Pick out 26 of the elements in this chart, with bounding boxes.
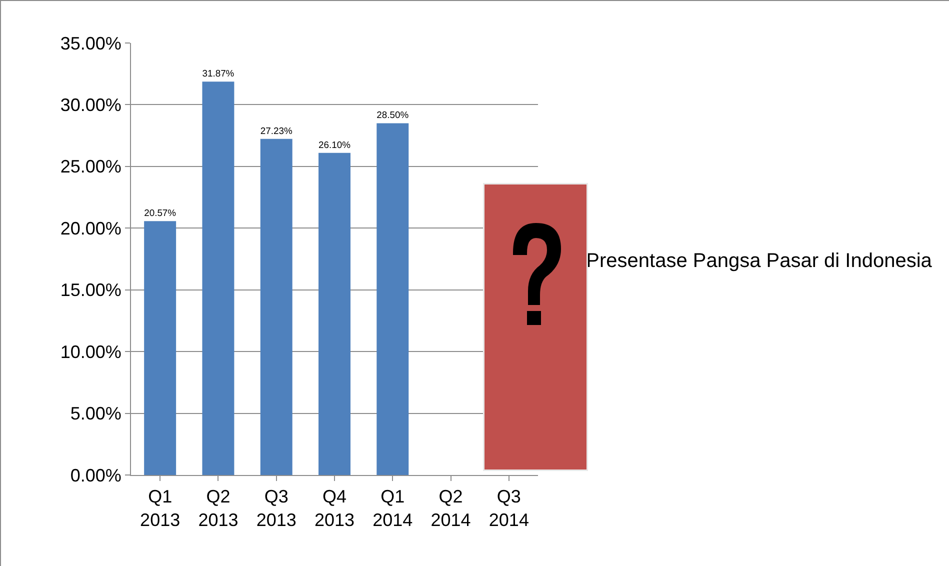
x-tick-label: Q2 2013	[198, 486, 238, 530]
data-label: 27.23%	[260, 124, 293, 136]
data-label: 31.87%	[202, 68, 235, 79]
y-tick-label: 0.00%	[70, 465, 122, 486]
y-tick-label: 5.00%	[70, 404, 122, 424]
bar	[260, 138, 292, 475]
bar	[318, 152, 350, 475]
y-tick-label: 30.00%	[60, 95, 122, 116]
y-tick-label: 20.00%	[60, 218, 122, 238]
x-tick-label: Q1 2014	[372, 486, 413, 530]
text: Presentase Pangsa Pasar di Indonesia	[586, 250, 933, 272]
data-label: 26.10%	[318, 138, 352, 150]
bar	[144, 221, 176, 475]
x-tick-label: Q3 2013	[256, 486, 296, 530]
x-tick-label: Q3 2014	[488, 486, 529, 530]
y-tick-label: 35.00%	[60, 33, 122, 54]
x-tick-label: Q2 2014	[430, 486, 471, 530]
bar	[202, 82, 234, 475]
x-tick-label: Q1 2013	[140, 486, 180, 530]
bar	[376, 123, 409, 475]
y-tick-label: 25.00%	[60, 156, 122, 177]
y-tick-label: 15.00%	[60, 280, 122, 300]
data-label: 28.50%	[376, 109, 410, 120]
y-tick-label: 10.00%	[60, 342, 122, 362]
x-tick-label: Q4 2013	[314, 486, 355, 530]
data-label: 20.57%	[144, 207, 177, 218]
